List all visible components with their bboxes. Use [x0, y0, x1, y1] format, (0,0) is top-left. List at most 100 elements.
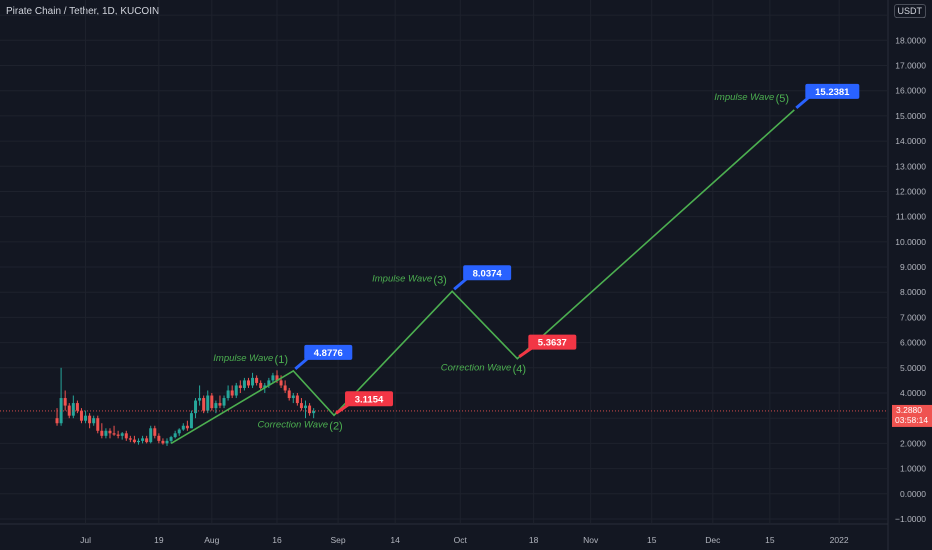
candle-body	[295, 395, 299, 404]
x-tick-label: Aug	[204, 535, 219, 545]
y-tick-label: −1.0000	[895, 514, 926, 524]
candle-body	[108, 430, 112, 434]
candle-body	[185, 425, 189, 429]
wave-name-label: Correction Wave	[441, 363, 512, 374]
callout-box	[528, 334, 577, 350]
candle-body	[263, 385, 267, 388]
candle-body	[255, 377, 259, 383]
candle-body	[153, 428, 157, 436]
candle-body	[75, 403, 79, 411]
x-tick-label: Nov	[583, 535, 599, 545]
price-countdown: 03:58:14	[895, 415, 928, 425]
current-price-value: 3.2880	[896, 405, 922, 415]
y-tick-label: 8.0000	[900, 287, 926, 297]
candle-body	[251, 377, 255, 386]
candle-body	[202, 398, 206, 411]
callout-box	[463, 265, 512, 281]
candle-body	[157, 435, 161, 441]
candle-body	[92, 418, 96, 424]
y-tick-label: 16.0000	[895, 86, 926, 96]
candle-body	[198, 398, 202, 401]
candle-body	[287, 390, 291, 399]
y-tick-label: 17.0000	[895, 61, 926, 71]
y-tick-label: 1.0000	[900, 464, 926, 474]
candle-body	[230, 390, 234, 396]
y-tick-label: 10.0000	[895, 237, 926, 247]
candle-body	[206, 395, 210, 411]
candle-body	[120, 433, 124, 436]
candle-body	[181, 425, 185, 430]
candle-body	[279, 380, 283, 386]
x-tick-label: 19	[154, 535, 164, 545]
callout-box	[805, 83, 860, 99]
candle-body	[100, 430, 104, 436]
x-tick-label: Sep	[331, 535, 346, 545]
candles	[55, 367, 316, 446]
candle-body	[79, 410, 83, 421]
candle-body	[194, 400, 198, 414]
callout-value: 15.2381	[815, 87, 850, 98]
x-tick-label: 2022	[830, 535, 849, 545]
x-axis: Jul 19 Aug 16 Sep 14 Oct 18 Nov 15 Dec 15 2022	[80, 535, 849, 545]
candle-body	[165, 440, 169, 444]
candle-body	[222, 398, 226, 406]
y-tick-label: 4.0000	[900, 388, 926, 398]
wave-number-label: (4)	[513, 364, 526, 376]
candle-body	[55, 418, 59, 424]
x-tick-label: Jul	[80, 535, 91, 545]
wave-number-label: (3)	[433, 274, 446, 286]
candle-body	[234, 385, 238, 396]
callout-value: 5.3637	[538, 338, 567, 349]
candle-body	[88, 415, 92, 424]
candle-body	[161, 440, 165, 444]
y-tick-label: 14.0000	[895, 136, 926, 146]
candle-body	[299, 403, 303, 409]
elliott-wave: Impulse Wave (1)Correction Wave (2)Impulse…	[170, 83, 860, 445]
x-tick-label: 14	[390, 535, 400, 545]
wave-number-label: (5)	[776, 93, 789, 105]
y-tick-label: 6.0000	[900, 338, 926, 348]
candle-body	[169, 437, 173, 441]
wave-path	[170, 109, 795, 445]
candle-body	[226, 390, 230, 399]
candle-body	[189, 413, 193, 429]
x-tick-label: 16	[272, 535, 282, 545]
wave-name-label: Correction Wave	[257, 419, 328, 430]
x-tick-label: Dec	[705, 535, 721, 545]
candle-body	[246, 380, 250, 386]
callout-value: 8.0374	[473, 268, 503, 279]
currency-badge[interactable]: USDT	[893, 4, 926, 18]
candle-body	[149, 428, 153, 443]
candle-body	[136, 440, 140, 443]
candle-body	[71, 403, 75, 416]
y-tick-label: 12.0000	[895, 186, 926, 196]
candle-body	[271, 375, 275, 381]
candle-body	[96, 418, 100, 431]
wave-name-label: Impulse Wave	[213, 353, 273, 364]
candle-body	[242, 380, 246, 388]
x-tick-label: 15	[765, 535, 775, 545]
callout-value: 3.1154	[355, 394, 384, 405]
candle-body	[210, 395, 214, 409]
callout-value: 4.8776	[314, 348, 343, 359]
y-tick-label: 18.0000	[895, 35, 926, 45]
y-tick-label: 7.0000	[900, 312, 926, 322]
callout-box	[345, 391, 394, 407]
candle-body	[84, 415, 88, 421]
candle-body	[177, 429, 181, 434]
chart-title: Pirate Chain / Tether, 1D, KUCOIN	[6, 6, 160, 17]
candle-body	[218, 403, 222, 406]
candle-body	[214, 403, 218, 409]
candle-body	[267, 380, 271, 386]
candle-body	[312, 410, 316, 414]
y-tick-label: 15.0000	[895, 111, 926, 121]
candle-body	[63, 398, 67, 406]
x-tick-label: Oct	[454, 535, 468, 545]
candle-body	[145, 438, 149, 443]
candle-body	[124, 433, 128, 439]
y-tick-label: 9.0000	[900, 262, 926, 272]
wave-number-label: (1)	[275, 354, 288, 366]
grid	[0, 0, 889, 550]
y-tick-label: 5.0000	[900, 363, 926, 373]
